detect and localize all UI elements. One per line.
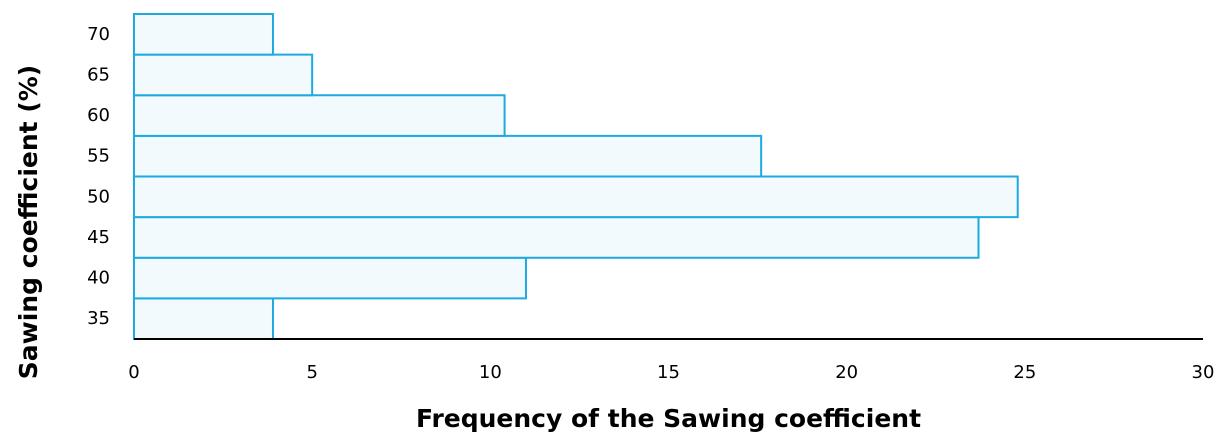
- x-tick-label: 0: [128, 362, 139, 383]
- y-axis-title: Sawing coefficient (%): [14, 65, 43, 379]
- x-tick-label: 25: [1013, 362, 1036, 383]
- x-axis-title: Frequency of the Sawing coefficient: [416, 404, 921, 433]
- y-tick-label: 65: [87, 64, 110, 85]
- y-tick-label: 70: [87, 24, 110, 45]
- bar-35: [133, 297, 274, 340]
- x-tick-label: 30: [1192, 362, 1215, 383]
- y-tick-label: 50: [87, 186, 110, 207]
- bar-50: [133, 175, 1019, 219]
- y-tick-labels: 35 40 45 50 55 60 65 70: [87, 24, 110, 329]
- bars-group: [133, 13, 1019, 340]
- x-tick-label: 5: [306, 362, 317, 383]
- y-tick-label: 35: [87, 308, 110, 329]
- y-tick-label: 60: [87, 105, 110, 126]
- x-tick-label: 20: [835, 362, 858, 383]
- y-tick-label: 55: [87, 146, 110, 167]
- bar-60: [133, 94, 506, 137]
- bar-70: [133, 13, 274, 56]
- x-tick-label: 10: [479, 362, 502, 383]
- x-tick-labels: 0 5 10 15 20 25 30: [128, 362, 1214, 383]
- bar-65: [133, 53, 314, 97]
- y-tick-label: 40: [87, 268, 110, 289]
- bar-45: [133, 216, 980, 259]
- x-tick-label: 15: [657, 362, 680, 383]
- y-tick-label: 45: [87, 227, 110, 248]
- bar-40: [133, 256, 527, 300]
- bar-55: [133, 134, 763, 178]
